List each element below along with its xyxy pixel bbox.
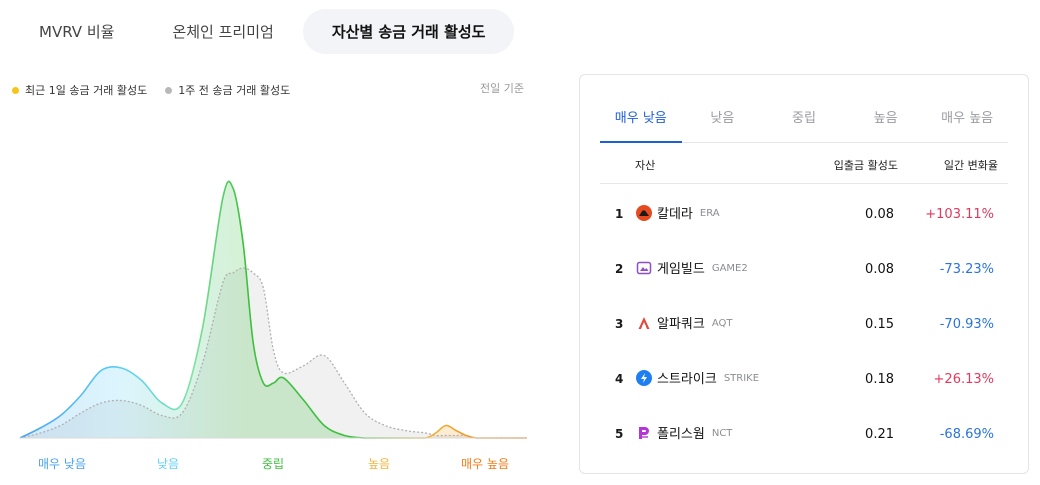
series-current-area	[20, 181, 527, 438]
legend-current-dot	[12, 86, 19, 94]
table-row[interactable]: 1 칼데라 ERA 0.08 +103.11%	[600, 187, 1008, 242]
level-tab-very-low[interactable]: 매우 낮음	[600, 97, 682, 143]
table-row[interactable]: 5 폴리스웜 NCT 0.21 -68.69%	[600, 407, 1008, 462]
row-asset: 폴리스웜 NCT	[635, 423, 732, 442]
column-asset: 자산	[635, 159, 656, 172]
tab-mvrv[interactable]: MVRV 비율	[39, 23, 115, 41]
row-asset-symbol: ERA	[699, 208, 720, 219]
row-rank: 4	[615, 372, 624, 386]
row-change: +103.11%	[925, 207, 994, 222]
x-axis-labels: 매우 낮음 낮음 중립 높음 매우 높음	[0, 455, 540, 471]
row-rank: 1	[615, 207, 624, 221]
metric-tabs: MVRV 비율 온체인 프리미엄 자산별 송금 거래 활성도	[10, 9, 515, 54]
caldera-icon	[635, 204, 652, 221]
gamebuild-icon	[635, 259, 652, 276]
row-activity: 0.18	[865, 372, 894, 387]
row-change: +26.13%	[933, 372, 994, 387]
ranking-panel: 매우 낮음 낮음 중립 높음 매우 높음 자산 입출금 활성도 일간 변화율 1…	[579, 74, 1029, 474]
row-asset-name: 알파쿼크	[657, 317, 705, 332]
row-asset: 게임빌드 GAME2	[635, 258, 748, 277]
series-current-line	[19, 180, 527, 439]
x-axis-label: 매우 높음	[461, 457, 509, 471]
legend-previous-label: 1주 전 송금 거래 활성도	[178, 84, 291, 97]
basis-label: 전일 기준	[480, 82, 524, 95]
legend-current: 최근 1일 송금 거래 활성도	[12, 82, 147, 98]
column-change: 일간 변화율	[943, 159, 998, 172]
legend-previous: 1주 전 송금 거래 활성도	[165, 82, 290, 98]
row-activity: 0.08	[865, 262, 894, 277]
chart-legend: 최근 1일 송금 거래 활성도 1주 전 송금 거래 활성도	[12, 82, 290, 98]
row-asset: 알파쿼크 AQT	[635, 313, 733, 332]
x-axis-label: 중립	[261, 457, 285, 471]
column-activity: 입출금 활성도	[833, 159, 898, 172]
row-asset-symbol: GAME2	[711, 263, 748, 274]
level-tabs: 매우 낮음 낮음 중립 높음 매우 높음	[600, 97, 1008, 143]
level-tab-high[interactable]: 높음	[873, 111, 898, 126]
tab-transfer-activity[interactable]: 자산별 송금 거래 활성도	[302, 9, 515, 54]
x-axis-label: 높음	[367, 457, 391, 471]
table-row[interactable]: 3 알파쿼크 AQT 0.15 -70.93%	[600, 297, 1008, 352]
legend-current-label: 최근 1일 송금 거래 활성도	[25, 84, 148, 97]
row-rank: 3	[615, 317, 624, 331]
alphaquark-icon	[635, 314, 652, 331]
row-asset-name: 게임빌드	[657, 262, 705, 277]
row-activity: 0.08	[865, 207, 894, 222]
x-axis-label: 매우 낮음	[38, 457, 86, 471]
row-asset-symbol: NCT	[711, 428, 733, 439]
table-header: 자산 입출금 활성도 일간 변화율	[600, 143, 1008, 184]
tab-onchain-premium[interactable]: 온체인 프리미엄	[172, 23, 274, 41]
row-asset-symbol: STRIKE	[723, 373, 760, 384]
level-tab-very-high[interactable]: 매우 높음	[941, 111, 994, 126]
row-activity: 0.15	[865, 317, 894, 332]
strike-icon	[635, 369, 652, 386]
row-activity: 0.21	[865, 427, 894, 442]
activity-distribution-chart	[19, 180, 527, 439]
row-asset-name: 칼데라	[657, 207, 693, 222]
row-change: -73.23%	[939, 262, 994, 277]
level-tab-neutral[interactable]: 중립	[792, 111, 816, 126]
legend-previous-dot	[165, 86, 173, 94]
polyswarm-icon	[635, 424, 652, 441]
series-previous-area	[20, 268, 527, 438]
row-asset: 칼데라 ERA	[635, 203, 720, 222]
table-row[interactable]: 2 게임빌드 GAME2 0.08 -73.23%	[600, 242, 1008, 297]
row-asset-name: 폴리스웜	[657, 427, 705, 442]
row-asset: 스트라이크 STRIKE	[635, 368, 759, 387]
row-change: -70.93%	[939, 317, 994, 332]
row-change: -68.69%	[939, 427, 994, 442]
level-tab-low[interactable]: 낮음	[710, 111, 735, 126]
row-asset-name: 스트라이크	[657, 372, 717, 387]
x-axis-label: 낮음	[156, 457, 180, 471]
row-rank: 5	[615, 427, 624, 441]
row-asset-symbol: AQT	[711, 318, 733, 329]
series-previous-line	[19, 267, 527, 439]
row-rank: 2	[615, 262, 624, 276]
table-row[interactable]: 4 스트라이크 STRIKE 0.18 +26.13%	[600, 352, 1008, 407]
